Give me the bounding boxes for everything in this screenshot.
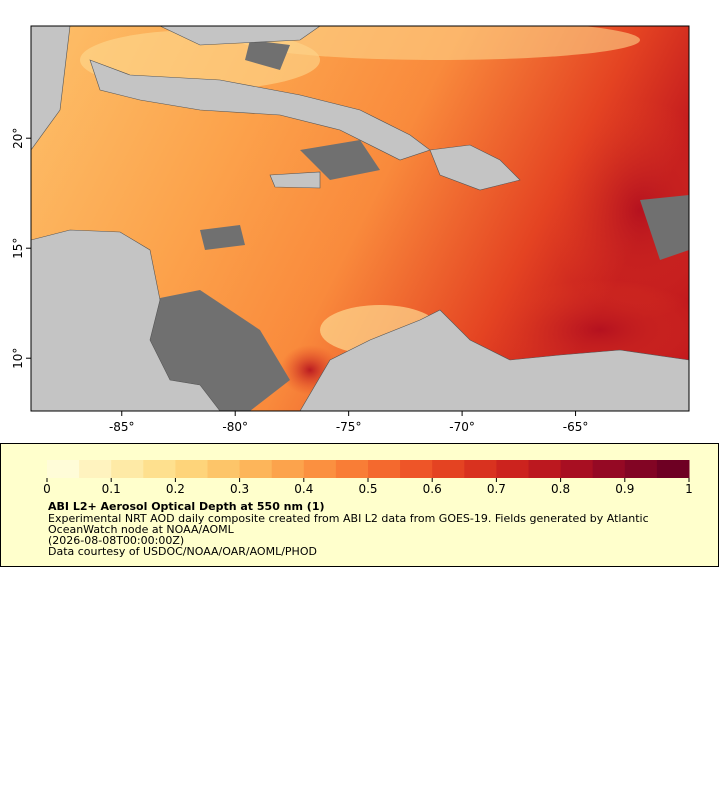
y-tick-label: 20° bbox=[11, 128, 25, 149]
legend-line: Experimental NRT AOD daily composite cre… bbox=[48, 512, 649, 525]
colorbar-step bbox=[143, 460, 176, 478]
colorbar-tick-label: 0.5 bbox=[358, 482, 377, 496]
colorbar: 0 0.1 0.2 0.3 0.4 0.5 0.6 0.7 0.8 0.9 1 bbox=[43, 460, 693, 496]
colorbar-step bbox=[368, 460, 401, 478]
colorbar-step bbox=[175, 460, 208, 478]
colorbar-step bbox=[432, 460, 465, 478]
colorbar-step bbox=[624, 460, 658, 478]
colorbar-step bbox=[207, 460, 241, 478]
colorbar-step bbox=[560, 460, 594, 478]
y-tick-label: 15° bbox=[11, 238, 25, 259]
legend-line: (2026-08-08T00:00:00Z) bbox=[48, 534, 184, 547]
x-tick-label: -85° bbox=[109, 420, 135, 434]
colorbar-step bbox=[400, 460, 433, 478]
legend-title: ABI L2+ Aerosol Optical Depth at 550 nm … bbox=[48, 500, 325, 513]
colorbar-step bbox=[528, 460, 562, 478]
colorbar-tick-label: 0.3 bbox=[230, 482, 249, 496]
colorbar-step bbox=[592, 460, 626, 478]
colorbar-tick-label: 1 bbox=[685, 482, 693, 496]
legend-line: Data courtesy of USDOC/NOAA/OAR/AOML/PHO… bbox=[48, 545, 317, 558]
legend-line: OceanWatch node at NOAA/AOML bbox=[48, 523, 235, 536]
colorbar-tick-label: 0.7 bbox=[487, 482, 506, 496]
colorbar-step bbox=[303, 460, 337, 478]
colorbar-step bbox=[496, 460, 529, 478]
colorbar-tick-label: 0.6 bbox=[423, 482, 442, 496]
colorbar-tick-label: 0 bbox=[43, 482, 51, 496]
x-tick-label: -65° bbox=[563, 420, 589, 434]
x-tick-label: -80° bbox=[222, 420, 248, 434]
colorbar-step bbox=[464, 460, 497, 478]
aod-field bbox=[31, 26, 689, 411]
colorbar-tick-label: 0.9 bbox=[615, 482, 634, 496]
colorbar-step bbox=[656, 460, 690, 478]
colorbar-step bbox=[239, 460, 273, 478]
axes: -85° -80° -75° -70° -65° 10° 15° 20° bbox=[11, 128, 588, 434]
colorbar-step bbox=[79, 460, 112, 478]
colorbar-tick-label: 0.2 bbox=[166, 482, 185, 496]
colorbar-tick-label: 0.8 bbox=[551, 482, 570, 496]
colorbar-tick-label: 0.1 bbox=[102, 482, 121, 496]
y-tick-label: 10° bbox=[11, 348, 25, 369]
colorbar-step bbox=[335, 460, 369, 478]
colorbar-tick-label: 0.4 bbox=[294, 482, 313, 496]
x-tick-label: -70° bbox=[449, 420, 475, 434]
colorbar-step bbox=[271, 460, 305, 478]
x-tick-label: -75° bbox=[336, 420, 362, 434]
colorbar-step bbox=[47, 460, 80, 478]
map-frame bbox=[30, 25, 690, 412]
colorbar-step bbox=[111, 460, 144, 478]
